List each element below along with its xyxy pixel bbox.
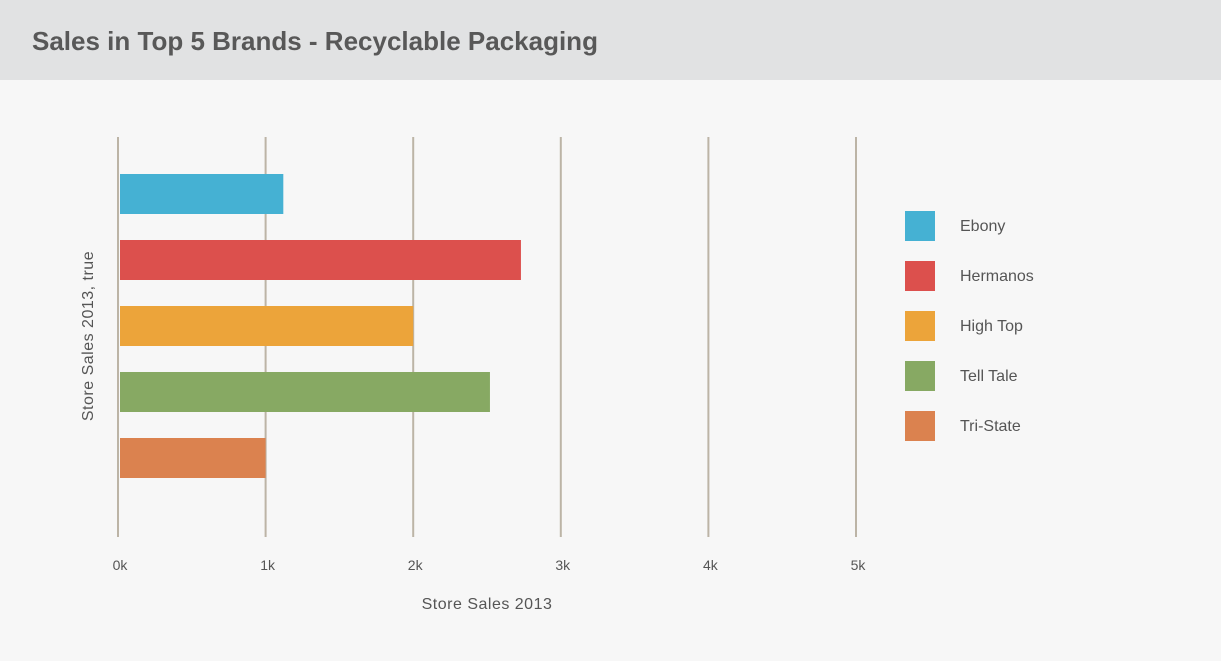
legend-swatch[interactable] — [905, 361, 935, 391]
bar-high-top[interactable] — [120, 306, 414, 346]
y-axis-title: Store Sales 2013, true — [80, 251, 97, 421]
bar-hermanos[interactable] — [120, 240, 521, 280]
legend-swatch[interactable] — [905, 261, 935, 291]
x-tick-label: 5k — [851, 557, 867, 573]
legend-label[interactable]: Tell Tale — [960, 368, 1018, 385]
x-tick-label: 1k — [260, 557, 276, 573]
x-tick-labels: 0k 1k 2k 3k 4k 5k — [113, 557, 867, 573]
legend-swatch[interactable] — [905, 411, 935, 441]
x-tick-label: 3k — [555, 557, 571, 573]
x-tick-label: 0k — [113, 557, 129, 573]
legend-label[interactable]: Tri-State — [960, 418, 1021, 435]
legend-swatch[interactable] — [905, 311, 935, 341]
bar-ebony[interactable] — [120, 174, 284, 214]
bar-tell-tale[interactable] — [120, 372, 490, 412]
legend-label[interactable]: High Top — [960, 318, 1023, 335]
bars — [120, 174, 521, 478]
bar-tri-state[interactable] — [120, 438, 266, 478]
x-tick-label: 2k — [408, 557, 424, 573]
legend-swatch[interactable] — [905, 211, 935, 241]
legend-label[interactable]: Ebony — [960, 218, 1005, 235]
x-axis-title: Store Sales 2013 — [422, 596, 553, 613]
legend-label[interactable]: Hermanos — [960, 268, 1034, 285]
chart-title: Sales in Top 5 Brands - Recyclable Packa… — [32, 26, 598, 56]
chart-header: Sales in Top 5 Brands - Recyclable Packa… — [0, 0, 1221, 80]
legend: Ebony Hermanos High Top Tell Tale Tri-State — [905, 211, 1034, 441]
x-tick-label: 4k — [703, 557, 719, 573]
